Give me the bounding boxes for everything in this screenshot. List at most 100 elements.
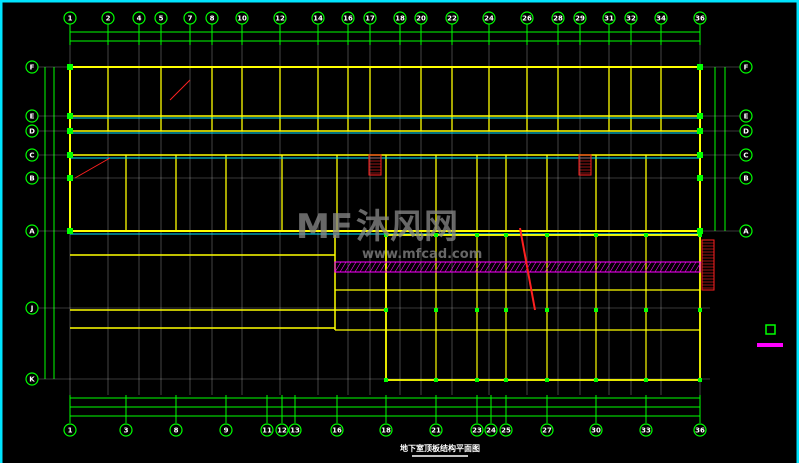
bottom-axis-bubble: 21 xyxy=(429,423,443,437)
axis-label: A xyxy=(29,228,35,236)
column xyxy=(594,233,598,237)
hatch-stroke xyxy=(514,261,522,273)
axis-label: 21 xyxy=(431,427,441,435)
axis-label: 13 xyxy=(290,427,300,435)
hatch-stroke xyxy=(589,261,597,273)
axis-label: 36 xyxy=(695,15,705,23)
stair xyxy=(701,239,715,291)
column xyxy=(384,233,388,237)
column xyxy=(475,378,479,382)
hatch-stroke xyxy=(654,261,662,273)
axis-label: 14 xyxy=(313,15,323,23)
hatch-stroke xyxy=(369,261,377,273)
hatch-stroke xyxy=(684,261,692,273)
right-axis-bubble: A xyxy=(739,224,753,238)
hatch-stroke xyxy=(519,261,527,273)
axis-label: 36 xyxy=(695,427,705,435)
axis-bubble-circle xyxy=(693,423,707,437)
hatch-stroke xyxy=(579,261,587,273)
top-axis-bubble: 10 xyxy=(235,11,249,25)
right-axis-bubble: D xyxy=(739,124,753,138)
axis-bubble-circle xyxy=(393,11,407,25)
right-axis-bubble: F xyxy=(739,60,753,74)
hatched-band xyxy=(334,261,701,273)
hatch-stroke xyxy=(639,261,647,273)
hatch-stroke xyxy=(614,261,622,273)
bottom-axis-bubble: 11 xyxy=(260,423,274,437)
axis-label: 30 xyxy=(591,427,601,435)
axis-bubble-circle xyxy=(154,11,168,25)
bottom-axis-bubble: 12 xyxy=(275,423,289,437)
axis-bubble-circle xyxy=(693,11,707,25)
top-axis-bubble: 16 xyxy=(341,11,355,25)
axis-label: 8 xyxy=(210,15,215,23)
hatch-stroke xyxy=(429,261,437,273)
hatch-stroke xyxy=(439,261,447,273)
axis-label: 25 xyxy=(501,427,511,435)
column xyxy=(697,152,703,158)
hatch-stroke xyxy=(379,261,387,273)
hatch-stroke xyxy=(509,261,517,273)
top-axis-bubble: 18 xyxy=(393,11,407,25)
hatch-stroke xyxy=(334,261,342,273)
bottom-axis-bubble: 27 xyxy=(540,423,554,437)
column xyxy=(504,233,508,237)
hatch-stroke xyxy=(689,261,697,273)
hatch-stroke xyxy=(434,261,442,273)
column xyxy=(697,175,703,181)
axis-label: 9 xyxy=(224,427,229,435)
axis-bubble-circle xyxy=(639,423,653,437)
hatch-stroke xyxy=(474,261,482,273)
axis-label: 12 xyxy=(275,15,285,23)
hatch-stroke xyxy=(494,261,502,273)
watermark: MF 沐风网 www.mfcad.com xyxy=(296,207,482,262)
hatch-stroke xyxy=(499,261,507,273)
top-axis-bubble: 14 xyxy=(311,11,325,25)
hatch-stroke xyxy=(659,261,667,273)
column xyxy=(67,152,73,158)
top-axis-bubble: 26 xyxy=(520,11,534,25)
hatch-stroke xyxy=(344,261,352,273)
axis-label: 3 xyxy=(124,427,129,435)
hatch-stroke xyxy=(664,261,672,273)
hatch-stroke xyxy=(569,261,577,273)
hatch-stroke xyxy=(444,261,452,273)
axis-label: 11 xyxy=(262,427,272,435)
stair-outline xyxy=(578,154,592,176)
column xyxy=(384,378,388,382)
column xyxy=(475,308,479,312)
axis-bubble-circle xyxy=(739,224,753,238)
axis-label: 4 xyxy=(137,15,142,23)
bottom-axis-bubble: 23 xyxy=(470,423,484,437)
hatch-stroke xyxy=(409,261,417,273)
axis-label: J xyxy=(30,305,34,313)
axis-bubble-circle xyxy=(573,11,587,25)
column xyxy=(697,128,703,134)
hatch-stroke xyxy=(609,261,617,273)
axis-bubble-circle xyxy=(101,11,115,25)
axis-label: E xyxy=(30,113,35,121)
hatch-stroke xyxy=(404,261,412,273)
bottom-axis-bubble: 30 xyxy=(589,423,603,437)
hatch-stroke xyxy=(694,261,702,273)
bottom-axis-bubble: 24 xyxy=(484,423,498,437)
axis-label: B xyxy=(29,175,34,183)
hatch-stroke xyxy=(424,261,432,273)
bottom-axis-bubble: 16 xyxy=(330,423,344,437)
axis-bubble-circle xyxy=(414,11,428,25)
hatch-stroke xyxy=(389,261,397,273)
hatch-stroke xyxy=(549,261,557,273)
axis-bubble-circle xyxy=(379,423,393,437)
hatch-stroke xyxy=(679,261,687,273)
axis-bubble-circle xyxy=(654,11,668,25)
axis-label: 10 xyxy=(237,15,247,23)
axis-bubble-circle xyxy=(363,11,377,25)
axis-bubble-circle xyxy=(482,11,496,25)
axis-bubble-circle xyxy=(25,224,39,238)
axis-bubble-circle xyxy=(219,423,233,437)
axis-bubble-circle xyxy=(169,423,183,437)
column xyxy=(504,378,508,382)
axis-label: 23 xyxy=(472,427,482,435)
left-axis-bubble: B xyxy=(25,171,39,185)
